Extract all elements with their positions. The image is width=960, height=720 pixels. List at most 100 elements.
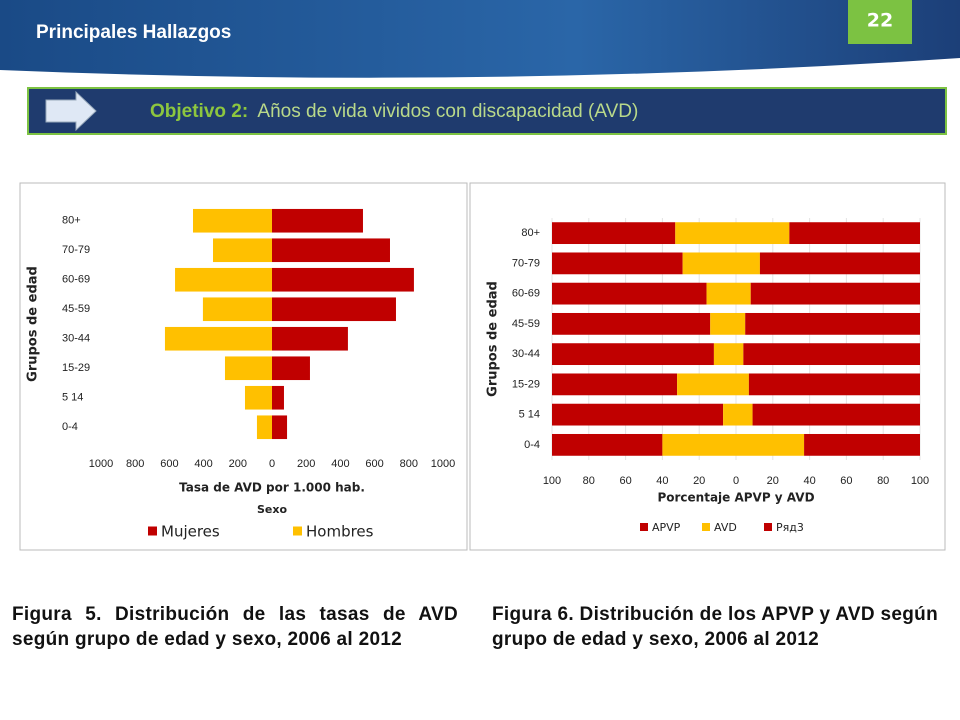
bar — [272, 415, 288, 440]
x-tick-label: 60 — [840, 475, 852, 487]
bar — [164, 326, 272, 351]
bar — [192, 208, 272, 233]
bar — [272, 356, 310, 381]
x-tick-label: 200 — [229, 458, 247, 470]
legend-swatch — [293, 526, 302, 536]
caption: Figura 5. Distribución de las tasas de A… — [12, 604, 458, 650]
y-tick-label: 70-79 — [62, 244, 90, 256]
x-axis-label: Tasa de AVD por 1.000 hab. — [179, 481, 365, 495]
page-number: 22 — [867, 10, 893, 32]
legend-swatch — [640, 523, 648, 531]
page-number-box — [848, 0, 912, 44]
bar-segment — [723, 403, 753, 426]
y-tick-label: 45-59 — [62, 303, 90, 315]
bar — [272, 297, 396, 322]
bar-segment — [677, 373, 749, 396]
x-tick-label: 200 — [297, 458, 315, 470]
x-tick-label: 20 — [767, 475, 779, 487]
caption: Figura 6. Distribución de los APVP y AVD… — [492, 604, 938, 650]
legend-label: APVP — [652, 521, 681, 534]
bar-segment — [750, 282, 920, 305]
y-axis-label: Grupos de edad — [486, 281, 501, 397]
x-tick-label: 800 — [126, 458, 144, 470]
objective-box — [27, 87, 947, 135]
y-tick-label: 5 14 — [62, 392, 83, 404]
x-tick-label: 40 — [656, 475, 668, 487]
x-tick-label: 1000 — [89, 458, 113, 470]
arrow-icon — [45, 90, 97, 132]
bar — [272, 326, 348, 351]
legend-swatch — [764, 523, 772, 531]
x-tick-label: 400 — [194, 458, 212, 470]
bar — [213, 238, 272, 263]
bar-segment — [682, 252, 760, 275]
y-tick-label: 70-79 — [512, 257, 540, 269]
x-tick-label: 0 — [269, 458, 275, 470]
bar-segment — [552, 403, 724, 426]
bar — [272, 238, 390, 263]
y-tick-label: 0-4 — [62, 421, 78, 433]
bar-segment — [804, 433, 920, 456]
header-band — [0, 0, 960, 78]
x-tick-label: 600 — [160, 458, 178, 470]
bar-segment — [752, 403, 920, 426]
x-tick-label: 80 — [877, 475, 889, 487]
y-tick-label: 30-44 — [512, 348, 540, 360]
y-tick-label: 0-4 — [524, 439, 540, 451]
bar-segment — [759, 252, 920, 275]
x-tick-label: 400 — [331, 458, 349, 470]
legend-label: Ряд3 — [776, 521, 804, 534]
header-title: Principales Hallazgos — [36, 22, 231, 43]
x-axis-label: Porcentaje APVP y AVD — [657, 491, 814, 505]
bar — [272, 208, 363, 233]
y-tick-label: 45-59 — [512, 318, 540, 330]
x-tick-label: 60 — [619, 475, 631, 487]
x-tick-label: 800 — [400, 458, 418, 470]
objective-label: Objetivo 2: — [150, 101, 248, 122]
bar — [272, 385, 284, 410]
x-tick-label: 600 — [365, 458, 383, 470]
legend-swatch — [148, 526, 157, 536]
bar-segment — [713, 343, 744, 366]
x-tick-label: 100 — [911, 475, 929, 487]
legend-swatch — [702, 523, 710, 531]
legend-label: Mujeres — [161, 523, 220, 541]
y-tick-label: 15-29 — [62, 362, 90, 374]
bar-segment — [745, 312, 920, 335]
x-tick-label: 80 — [583, 475, 595, 487]
objective-text: Años de vida vividos con discapacidad (A… — [257, 101, 638, 122]
objective: Objetivo 2: Años de vida vividos con dis… — [150, 101, 638, 122]
bar — [224, 356, 272, 381]
bar-segment — [552, 252, 683, 275]
bar-segment — [743, 343, 920, 366]
bar — [244, 385, 272, 410]
y-tick-label: 60-69 — [512, 288, 540, 300]
bar-segment — [552, 373, 678, 396]
bar-segment — [552, 222, 676, 245]
bar-segment — [552, 312, 711, 335]
y-tick-label: 80+ — [62, 215, 81, 227]
legend-label: AVD — [714, 521, 737, 534]
x-tick-label: 40 — [803, 475, 815, 487]
bar-segment — [748, 373, 920, 396]
y-tick-label: 60-69 — [62, 274, 90, 286]
x-tick-label: 100 — [543, 475, 561, 487]
bar-segment — [552, 343, 714, 366]
bar-segment — [675, 222, 790, 245]
bar-segment — [552, 282, 707, 305]
bar-segment — [552, 433, 663, 456]
bar — [175, 267, 272, 292]
y-tick-label: 15-29 — [512, 378, 540, 390]
chart-frame — [469, 182, 946, 551]
bar-segment — [662, 433, 805, 456]
x-tick-label: 20 — [693, 475, 705, 487]
y-tick-label: 30-44 — [62, 333, 90, 345]
y-axis-label: Grupos de edad — [26, 266, 41, 382]
y-tick-label: 80+ — [521, 227, 540, 239]
bar-segment — [710, 312, 746, 335]
y-tick-label: 5 14 — [519, 409, 540, 421]
bar — [202, 297, 272, 322]
bar-segment — [789, 222, 920, 245]
